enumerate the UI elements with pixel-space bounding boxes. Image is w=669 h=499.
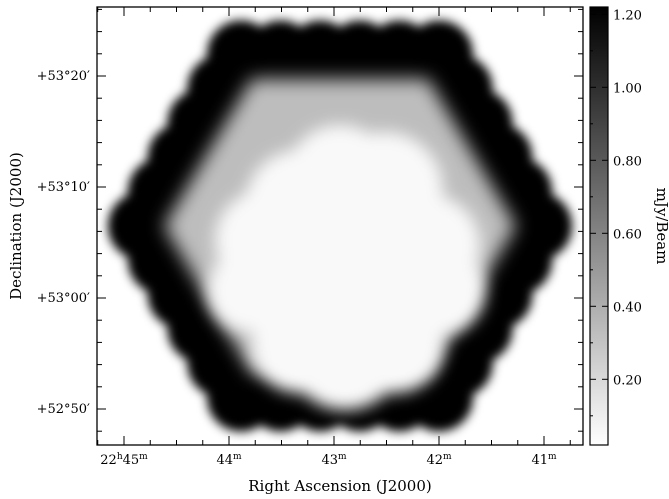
y-tick-label: +52°50′ (37, 402, 90, 417)
deep-pointing (252, 297, 348, 393)
deep-pointing (285, 125, 395, 235)
y-axis-title: Declination (J2000) (7, 152, 25, 300)
colorbar-tick-label: 0.40 (613, 300, 642, 315)
x-tick-label: 22h45m (100, 452, 148, 468)
x-tick-label: 44m (216, 452, 242, 468)
y-axis-tick-labels: +53°20′ +53°10′ +53°00′ +52°50′ (37, 69, 90, 417)
colorbar-tick-label: 0.20 (613, 373, 642, 388)
deep-pointing (347, 297, 443, 393)
x-axis-ticks (97, 7, 571, 445)
colorbar-label: mJy/Beam (653, 188, 669, 265)
x-axis-title: Right Ascension (J2000) (248, 477, 431, 495)
x-tick-label: 41m (531, 452, 557, 468)
pointing-beam (108, 192, 176, 260)
y-tick-label: +53°00′ (37, 291, 90, 306)
x-axis-tick-labels: 22h45m 44m 43m 42m 41m (100, 452, 557, 468)
central-deep-region (208, 125, 485, 410)
colorbar (589, 6, 609, 446)
y-tick-label: +53°20′ (37, 69, 90, 84)
colorbar-ticks (590, 13, 608, 417)
x-tick-label: 43m (321, 452, 347, 468)
colorbar-tick-label: 0.80 (613, 154, 642, 169)
colorbar-tick-label: 0.60 (613, 227, 642, 242)
colorbar-tick-label: 1.00 (613, 81, 642, 96)
colorbar-tick-label: 1.20 (613, 8, 642, 23)
y-axis-ticks (97, 8, 583, 432)
plot-frame (96, 6, 584, 446)
y-tick-label: +53°10′ (37, 180, 90, 195)
colorbar-tick-labels: 1.20 1.00 0.80 0.60 0.40 0.20 (613, 8, 642, 388)
x-tick-label: 42m (426, 452, 452, 468)
